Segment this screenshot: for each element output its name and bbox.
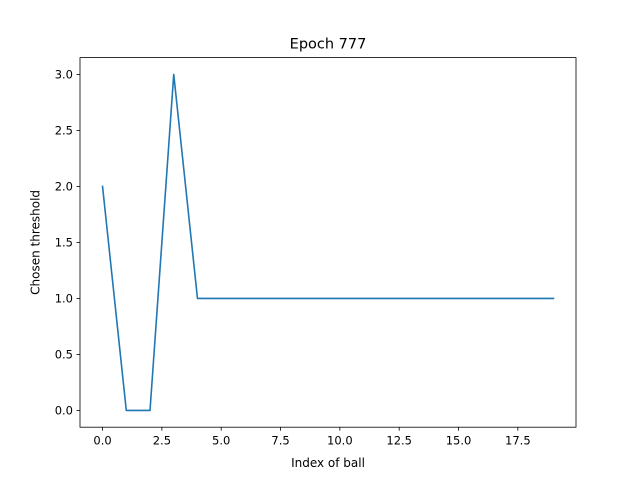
y-tick-label: 1.5	[55, 236, 73, 250]
y-tick-label: 0.0	[55, 404, 73, 418]
x-tick-label: 10.0	[327, 434, 353, 448]
x-tick-label: 0.0	[93, 434, 111, 448]
x-tick-label: 7.5	[271, 434, 289, 448]
y-tick-label: 0.5	[55, 348, 73, 362]
y-axis-ticks: 0.0 0.5 1.0 1.5 2.0 2.5 3.0	[55, 68, 80, 418]
x-axis-ticks: 0.0 2.5 5.0 7.5 10.0 12.5 15.0 17.5	[93, 427, 531, 448]
x-tick-label: 15.0	[446, 434, 472, 448]
y-tick-label: 1.0	[55, 292, 73, 306]
y-tick-label: 2.0	[55, 180, 73, 194]
x-tick-label: 17.5	[505, 434, 531, 448]
chart-title: Epoch 777	[290, 37, 367, 53]
x-axis-label: Index of ball	[291, 456, 365, 470]
x-tick-label: 5.0	[212, 434, 230, 448]
y-axis-label: Chosen threshold	[29, 190, 43, 295]
y-tick-label: 2.5	[55, 124, 73, 138]
x-tick-label: 12.5	[386, 434, 412, 448]
x-tick-label: 2.5	[153, 434, 171, 448]
series-line	[101, 73, 555, 412]
y-tick-label: 3.0	[55, 68, 73, 82]
plot-area-frame	[79, 57, 577, 428]
